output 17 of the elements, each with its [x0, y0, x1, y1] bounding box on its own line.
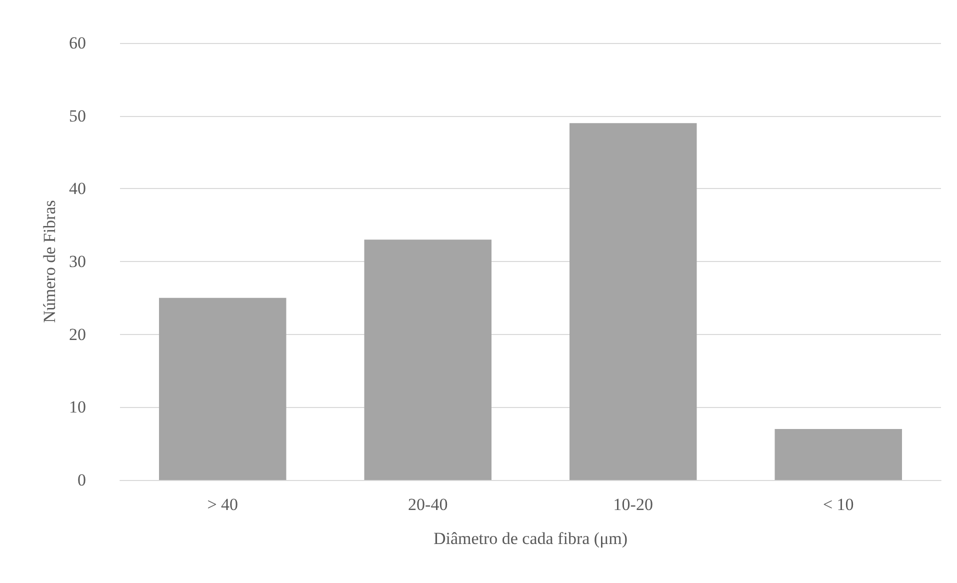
bar [159, 298, 286, 480]
bar [364, 240, 492, 480]
y-tick-label: 50 [69, 106, 86, 126]
bar [774, 429, 902, 480]
bar [569, 123, 697, 480]
x-axis-title: Diâmetro de cada fibra (μm) [433, 529, 628, 548]
y-tick-label: 30 [69, 252, 86, 271]
x-tick-label: 10-20 [613, 495, 653, 514]
y-tick-label: 40 [69, 179, 86, 198]
x-tick-label: < 10 [822, 495, 854, 514]
y-axis-title: Número de Fibras [40, 200, 59, 323]
y-tick-label: 60 [69, 34, 86, 52]
y-tick-label: 20 [69, 324, 86, 344]
y-tick-label: 10 [69, 398, 86, 417]
x-tick-label: 20-40 [408, 495, 448, 514]
y-tick-label: 0 [78, 470, 86, 490]
x-tick-label: > 40 [207, 495, 238, 514]
